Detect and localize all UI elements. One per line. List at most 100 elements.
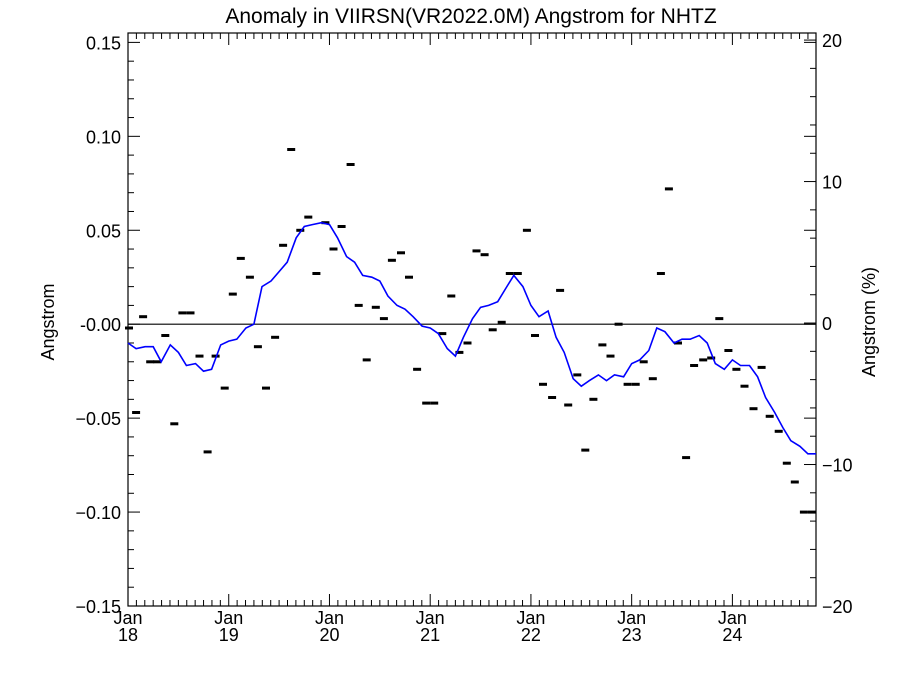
y2-axis-label: Angstrom (%) xyxy=(859,267,879,377)
data-point xyxy=(799,510,808,514)
data-point xyxy=(195,354,204,358)
data-point xyxy=(253,345,262,349)
data-point xyxy=(161,334,170,337)
data-point xyxy=(397,251,405,255)
marks-layer xyxy=(125,148,816,514)
data-point xyxy=(531,334,539,337)
y-tick-label: −0.10 xyxy=(75,503,121,523)
y-tick-label: 0.05 xyxy=(86,221,121,241)
y-tick-label: −0.05 xyxy=(75,409,121,429)
data-point xyxy=(556,288,565,292)
data-point xyxy=(455,350,464,354)
x-tick-label-month: Jan xyxy=(718,608,747,628)
data-point xyxy=(271,335,280,339)
x-tick-label-month: Jan xyxy=(416,608,445,628)
data-point xyxy=(564,403,573,407)
labels-layer: −0.15 −0.10 −0.05 -0.00 0.05 0.10 0.15 −20 −10 0 1… xyxy=(75,31,852,645)
y-tick-label: 0.10 xyxy=(86,127,121,147)
data-point xyxy=(279,243,288,247)
y2-tick-label: 0 xyxy=(822,314,832,334)
data-point xyxy=(220,386,229,390)
x-tick-label-month: Jan xyxy=(214,608,243,628)
x-tick-label-year: 18 xyxy=(118,625,138,645)
data-point xyxy=(262,386,270,390)
data-point xyxy=(362,358,371,362)
data-point xyxy=(656,272,665,275)
y-tick-label: -0.00 xyxy=(80,315,121,335)
data-point xyxy=(808,510,816,514)
x-tick-label-month: Jan xyxy=(617,608,646,628)
data-point xyxy=(539,382,547,386)
data-point xyxy=(614,322,623,326)
data-point xyxy=(371,305,380,309)
y-tick-label: −0.15 xyxy=(75,597,121,617)
data-point xyxy=(405,275,413,279)
data-point xyxy=(664,187,673,191)
ticks-layer xyxy=(127,33,816,607)
data-point xyxy=(724,349,733,352)
data-point xyxy=(740,384,749,388)
data-point xyxy=(606,354,615,358)
data-point xyxy=(125,326,133,330)
data-point xyxy=(757,365,766,369)
x-tick-label-year: 23 xyxy=(622,625,642,645)
data-point xyxy=(581,448,590,452)
data-point xyxy=(430,401,439,405)
y-axis-label: Angstrom xyxy=(38,283,58,360)
data-point xyxy=(296,228,305,232)
data-point xyxy=(548,396,557,399)
data-point xyxy=(589,397,598,401)
data-point xyxy=(153,360,162,364)
data-point xyxy=(321,221,330,225)
data-point xyxy=(472,249,481,253)
x-tick-label-year: 24 xyxy=(722,625,742,645)
data-point xyxy=(648,377,657,381)
data-point xyxy=(287,148,296,151)
data-point xyxy=(228,292,237,296)
data-point xyxy=(782,461,791,465)
data-point xyxy=(236,256,245,260)
data-point xyxy=(379,317,388,321)
data-point xyxy=(699,358,708,362)
data-point xyxy=(749,407,758,411)
data-point xyxy=(186,311,195,315)
smoothed-line xyxy=(127,221,816,455)
data-point xyxy=(497,320,506,324)
data-point xyxy=(522,228,531,232)
x-tick-label-year: 21 xyxy=(420,625,440,645)
y2-tick-label: 20 xyxy=(822,31,842,51)
data-point xyxy=(631,382,640,386)
y-tick-label: 0.15 xyxy=(86,33,121,53)
data-point xyxy=(203,450,212,454)
x-tick-label-year: 22 xyxy=(521,625,541,645)
data-point xyxy=(707,356,716,360)
data-point xyxy=(715,317,724,321)
data-point xyxy=(170,422,179,426)
data-point xyxy=(329,247,338,251)
data-point xyxy=(732,367,741,371)
data-point xyxy=(146,360,155,364)
data-point xyxy=(447,294,456,298)
data-point xyxy=(139,315,148,319)
x-tick-label-month: Jan xyxy=(113,608,142,628)
data-point xyxy=(623,382,632,386)
x-tick-label-year: 20 xyxy=(319,625,339,645)
data-point xyxy=(438,332,447,336)
data-point xyxy=(573,373,582,377)
data-point xyxy=(790,480,799,484)
data-point xyxy=(346,163,355,166)
data-point xyxy=(422,401,431,405)
data-point xyxy=(505,272,514,275)
data-point xyxy=(387,258,396,262)
data-point xyxy=(245,275,254,279)
y2-tick-label: −10 xyxy=(822,456,853,476)
data-point xyxy=(765,414,774,418)
data-point xyxy=(682,456,691,460)
data-point xyxy=(413,367,422,371)
data-point xyxy=(774,429,783,433)
data-point xyxy=(488,328,497,332)
data-point xyxy=(132,411,141,414)
data-point xyxy=(463,341,472,345)
x-tick-label-month: Jan xyxy=(315,608,344,628)
